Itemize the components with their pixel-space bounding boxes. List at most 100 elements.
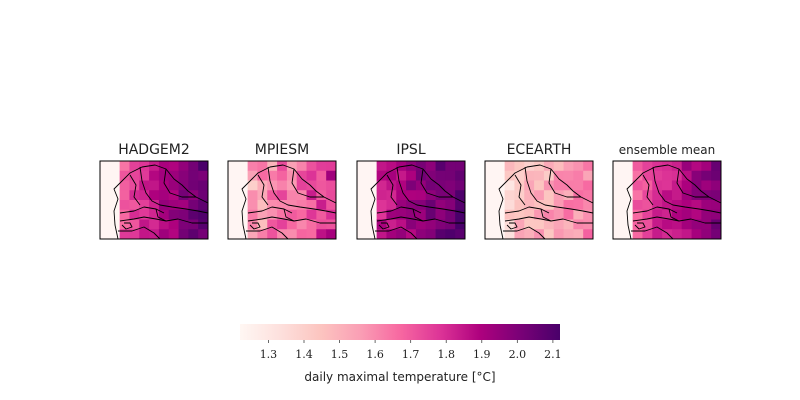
heatmap-cell	[524, 219, 535, 230]
heatmap-cell	[257, 219, 268, 230]
heatmap-cell	[504, 170, 515, 181]
heatmap-cell	[662, 209, 673, 220]
heatmap-cell	[524, 161, 535, 172]
heatmap-cell	[534, 170, 545, 181]
heatmap-cell	[573, 161, 584, 172]
colorbar-gradient	[240, 324, 560, 340]
country-border	[119, 216, 208, 224]
heatmap-cell	[524, 190, 535, 201]
heatmap-cell	[149, 209, 160, 220]
heatmap-cell	[553, 190, 564, 201]
heatmap-cell	[553, 200, 564, 211]
heatmap-cell	[553, 170, 564, 181]
heatmap-cell	[119, 180, 130, 191]
heatmap-cell	[178, 219, 189, 230]
heatmap-cell	[178, 209, 189, 220]
heatmap-cell	[149, 190, 160, 201]
heatmap-cell	[139, 229, 150, 240]
colorbar-tick-label: 1.6	[366, 348, 384, 361]
country-border	[506, 222, 518, 230]
heatmap-cell	[415, 170, 427, 181]
heatmap-cell	[583, 170, 594, 181]
colorbar-tick-label: 1.9	[473, 348, 491, 361]
heatmap-cell	[277, 190, 288, 201]
heatmap-cell	[662, 190, 673, 201]
heatmap-cell	[435, 209, 446, 220]
heatmap-cell	[455, 209, 466, 220]
heatmap-cell	[701, 200, 712, 211]
heatmap-cell	[415, 180, 427, 191]
colorbar-tick-label: 1.7	[402, 348, 420, 361]
heatmap-cell	[119, 161, 130, 172]
colorbar-ticks: 1.3 1.4 1.5 1.6 1.7 1.8 1.9 2.0 2.1	[260, 340, 562, 361]
country-border	[247, 216, 336, 224]
heatmap-cell	[139, 209, 150, 220]
colorbar-tick-label: 1.4	[295, 348, 313, 361]
heatmap-cell	[632, 161, 643, 172]
heatmap-cell	[168, 219, 179, 230]
country-border	[246, 226, 289, 240]
heatmap-cell	[711, 180, 722, 191]
heatmap-cell	[296, 219, 307, 230]
heatmap-cell	[691, 229, 702, 240]
heatmap-cell	[149, 229, 160, 240]
country-border	[376, 216, 465, 224]
heatmap-cell	[267, 161, 278, 172]
heatmap-cell	[386, 161, 397, 172]
heatmap-cell	[296, 190, 307, 201]
heatmap-cell	[316, 170, 327, 181]
heatmap-cell	[701, 180, 712, 191]
heatmap-cell	[671, 170, 683, 181]
heatmap-cell	[563, 209, 574, 220]
heatmap-cell	[376, 200, 387, 211]
heatmap-cell	[711, 200, 722, 211]
country-border	[524, 166, 594, 214]
panel-title: ensemble mean	[619, 143, 716, 157]
heatmap-cell	[662, 161, 673, 172]
heatmap-cell	[188, 200, 199, 211]
heatmap-cell	[149, 200, 160, 211]
heatmap-cell	[671, 180, 683, 191]
heatmap-cell	[386, 200, 397, 211]
country-border	[257, 174, 269, 206]
heatmap-cell	[188, 229, 199, 240]
heatmap-cell	[543, 229, 555, 240]
heatmap-cell	[406, 161, 417, 172]
heatmap-cell	[583, 219, 594, 230]
heatmap-cell	[671, 219, 683, 230]
heatmap-cell	[277, 170, 288, 181]
heatmap-cell	[514, 161, 525, 172]
panel-title: HADGEM2	[118, 142, 190, 158]
colorbar-label: daily maximal temperature [°C]	[304, 370, 495, 384]
country-border	[642, 174, 654, 206]
heatmap-cell	[267, 209, 278, 220]
heatmap-cell	[573, 209, 584, 220]
heatmap-cell	[306, 180, 317, 191]
heatmap-cell	[642, 200, 653, 211]
country-border	[283, 208, 295, 222]
country-border	[634, 222, 646, 230]
panel-title: MPIESM	[255, 142, 309, 158]
heatmap-cell	[435, 219, 446, 230]
heatmap-cell	[396, 190, 407, 201]
heatmap-cell	[543, 161, 555, 172]
heatmap-cell	[711, 170, 722, 181]
country-border	[420, 168, 453, 198]
heatmap-cell	[445, 229, 456, 240]
heatmap-cell	[534, 190, 545, 201]
heatmap-cell	[198, 161, 209, 172]
heatmap-cell	[198, 190, 209, 201]
heatmap-cell	[514, 180, 525, 191]
heatmap-cell	[188, 161, 199, 172]
heatmap-cell	[662, 219, 673, 230]
heatmap-cell	[534, 219, 545, 230]
heatmap-cell	[326, 200, 337, 211]
heatmap-cell	[455, 219, 466, 230]
heatmap-cell	[306, 200, 317, 211]
colorbar-tick-label: 1.8	[437, 348, 455, 361]
heatmap-cell	[286, 200, 298, 211]
heatmap-cell	[543, 209, 555, 220]
country-border	[668, 208, 680, 222]
country-border	[376, 206, 422, 214]
